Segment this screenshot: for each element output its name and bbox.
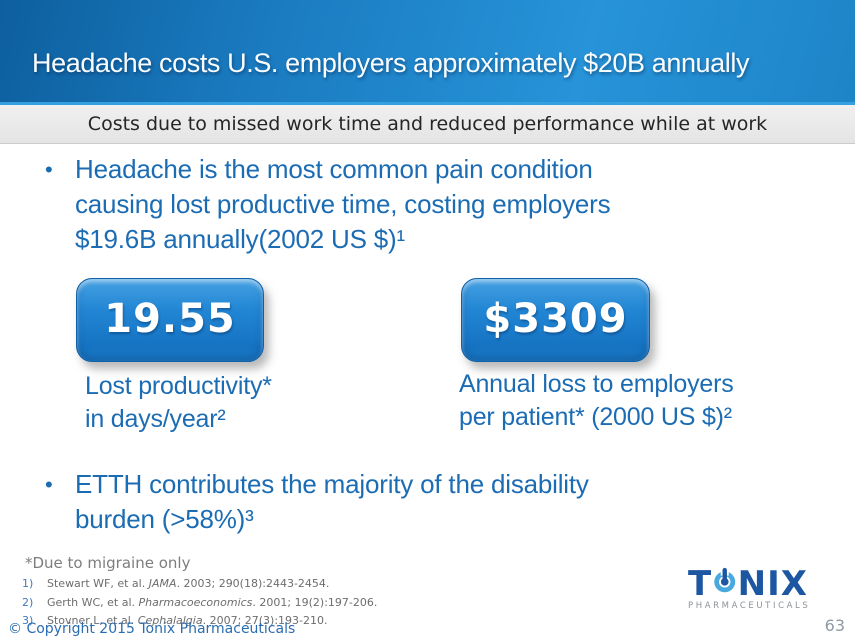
power-button-o-icon	[714, 567, 736, 593]
stat-badge-lost-days: 19.55	[76, 278, 264, 362]
reference-citation: . 2001; 19(2):197-206.	[252, 595, 378, 609]
subtitle-bar: Costs due to missed work time and reduce…	[0, 105, 855, 144]
reference-citation: . 2003; 290(18):2443-2454.	[176, 577, 330, 590]
reference-authors: Stovner L, et al.	[47, 614, 138, 627]
reference-journal: JAMA	[148, 577, 177, 590]
tonix-wordmark: T NIX	[688, 563, 808, 604]
reference-citation: . 2007; 27(3):193-210.	[202, 614, 328, 627]
page-number: 63	[824, 616, 845, 635]
tonix-logo: T NIX PHARMACEUTICALS	[688, 563, 808, 611]
reference-authors: Stewart WF, et al.	[47, 577, 149, 590]
stat-value-annual-loss: $3309	[483, 296, 628, 342]
logo-subtext: PHARMACEUTICALS	[688, 601, 811, 611]
reference-journal: Cephalalgia	[137, 614, 203, 627]
stat-caption-lost-days: Lost productivity* in days/year²	[85, 372, 272, 433]
copyright-text: © Copyright 2015 Tonix Pharmaceuticals	[8, 621, 296, 637]
slide-title: Headache costs U.S. employers approximat…	[32, 48, 750, 78]
subtitle-text: Costs due to missed work time and reduce…	[87, 113, 768, 135]
reference-item: 3) Stovner L, et al. Cephalalgia. 2007; 2…	[22, 612, 377, 631]
reference-journal: Pharmacoeconomics	[138, 595, 253, 609]
reference-number: 1)	[22, 577, 34, 590]
reference-item: 2) Gerth WC, et al. Pharmacoeconomics. 20…	[22, 594, 377, 613]
stat-caption-annual-loss: Annual loss to employers per patient* (2…	[459, 370, 734, 431]
slide-header: Headache costs U.S. employers approximat…	[0, 0, 855, 105]
stat-badge-annual-loss: $3309	[461, 278, 650, 362]
bullet-marker: •	[45, 157, 53, 182]
bullet-text: ETTH contributes the majority of the dis…	[75, 469, 589, 534]
reference-item: 1) Stewart WF, et al. JAMA. 2003; 290(18)…	[22, 575, 377, 594]
reference-number: 3)	[22, 614, 34, 627]
bullet-text: Headache is the most common pain conditi…	[75, 154, 611, 254]
bullet-marker: •	[45, 472, 53, 497]
reference-number: 2)	[22, 595, 34, 609]
logo-letters-nix: NIX	[737, 564, 808, 604]
stat-value-lost-days: 19.55	[104, 296, 236, 342]
reference-authors: Gerth WC, et al.	[47, 595, 139, 609]
bullet-item-etth: • ETTH contributes the majority of the d…	[45, 467, 785, 537]
reference-list: 1) Stewart WF, et al. JAMA. 2003; 290(18)…	[22, 575, 377, 631]
logo-letter-t: T	[688, 564, 713, 604]
footnote-migraine: *Due to migraine only	[25, 554, 191, 572]
bullet-item-headache-costs: • Headache is the most common pain condi…	[45, 152, 785, 257]
